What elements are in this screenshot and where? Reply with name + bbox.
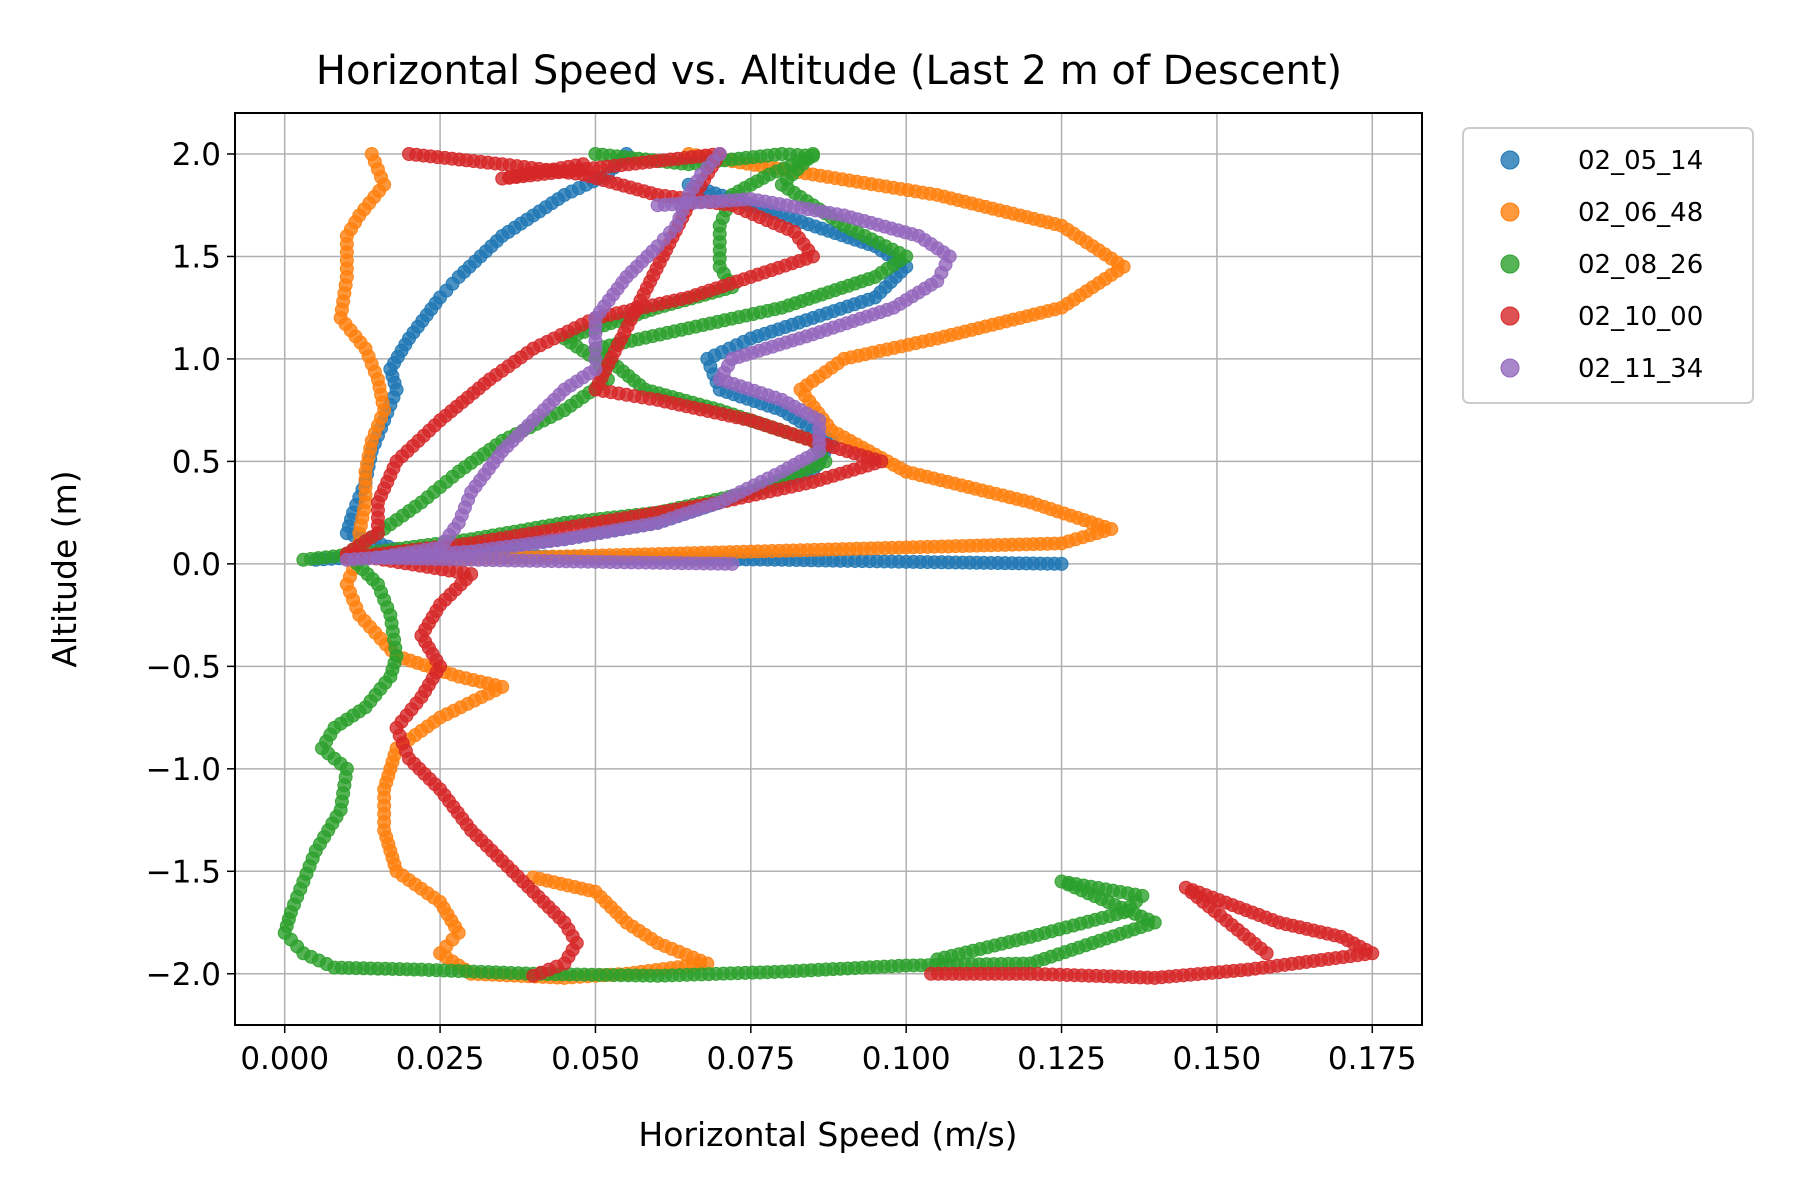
legend-marker — [1500, 150, 1520, 170]
y-tick-label: −0.5 — [146, 649, 221, 685]
x-tick-label: 0.025 — [396, 1041, 485, 1077]
legend-label: 02_10_00 — [1578, 302, 1703, 332]
x-tick-label: 0.150 — [1173, 1041, 1262, 1077]
y-tick-label: 1.0 — [172, 342, 221, 378]
legend-marker — [1500, 254, 1520, 274]
y-tick-label: −1.0 — [146, 752, 221, 788]
y-tick-label: 0.5 — [172, 444, 221, 480]
data-point — [1054, 556, 1069, 571]
legend-frame — [1462, 127, 1754, 404]
x-tick-label: 0.000 — [240, 1041, 329, 1077]
legend-label: 02_11_34 — [1578, 354, 1703, 384]
x-tick-label: 0.075 — [706, 1041, 795, 1077]
data-point — [339, 552, 354, 567]
x-tick-label: 0.125 — [1017, 1041, 1106, 1077]
chart-title: Horizontal Speed vs. Altitude (Last 2 m … — [316, 48, 1342, 94]
data-point — [930, 952, 945, 967]
data-point — [725, 556, 740, 571]
legend-label: 02_06_48 — [1578, 198, 1703, 228]
x-tick-label: 0.050 — [551, 1041, 640, 1077]
series-02_10_00 — [339, 146, 1380, 985]
series-02_11_34 — [339, 146, 957, 571]
y-tick-label: 0.0 — [172, 547, 221, 583]
y-tick-label: 2.0 — [172, 137, 221, 173]
plot-frame — [234, 112, 1423, 1026]
x-axis-ticks: 0.000 0.025 0.050 0.075 0.100 0.125 0.150 0.175 — [240, 1025, 1417, 1077]
legend-items: 02_05_14 02_06_48 02_08_26 02_10_00 02_11_34 — [1500, 146, 1703, 384]
y-tick-label: −1.5 — [146, 854, 221, 890]
x-axis-label: Horizontal Speed (m/s) — [638, 1115, 1017, 1154]
x-tick-label: 0.175 — [1328, 1041, 1417, 1077]
y-axis-label: Altitude (m) — [45, 470, 84, 667]
data-point — [1259, 946, 1274, 961]
data-point — [526, 968, 541, 983]
legend-marker — [1500, 202, 1520, 222]
y-axis-ticks: 2.0 1.5 1.0 0.5 0.0 −0.5 −1.0 −1.5 −2.0 — [146, 137, 235, 993]
legend-label: 02_05_14 — [1578, 146, 1703, 176]
legend-marker — [1500, 358, 1520, 378]
y-tick-label: −2.0 — [146, 957, 221, 993]
plot-points — [277, 146, 1380, 985]
x-tick-label: 0.100 — [862, 1041, 951, 1077]
data-point — [296, 552, 311, 567]
y-tick-label: 1.5 — [172, 239, 221, 275]
legend-label: 02_08_26 — [1578, 250, 1703, 280]
legend-marker — [1500, 306, 1520, 326]
legend: 02_05_14 02_06_48 02_08_26 02_10_00 02_11_34 — [1462, 127, 1754, 404]
